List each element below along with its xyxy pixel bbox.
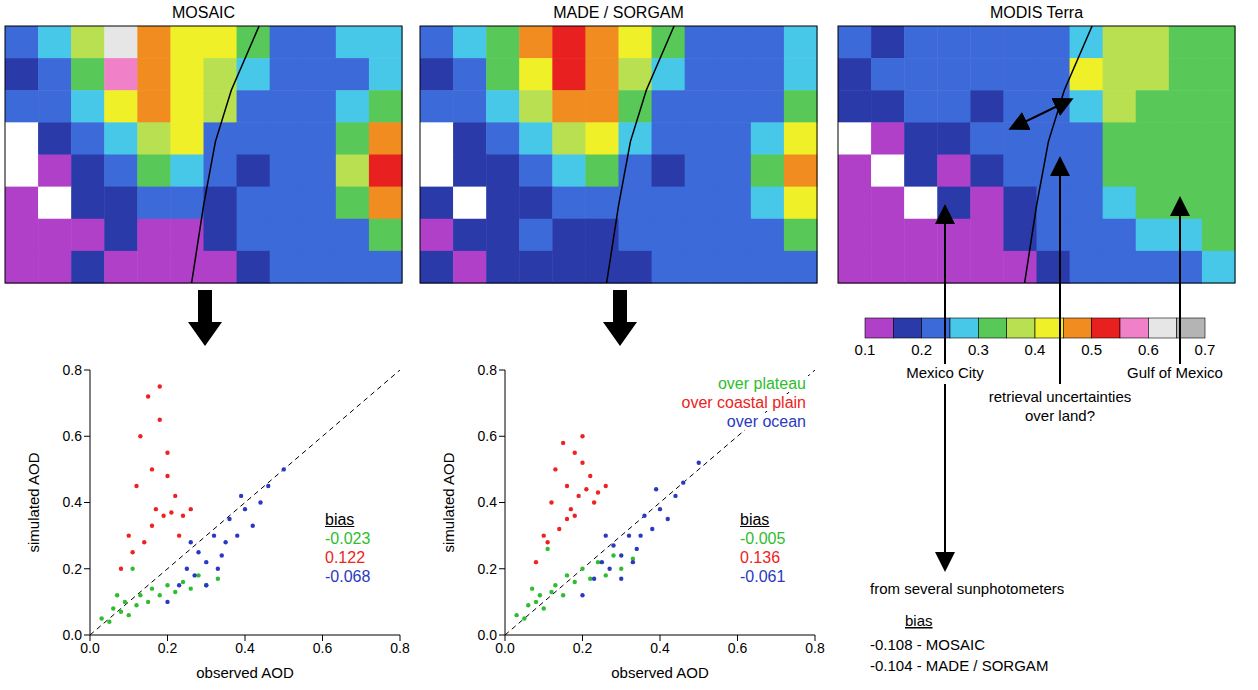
html-text:bias: bias <box>740 511 770 528</box>
svg-text:0.6: 0.6 <box>478 428 498 444</box>
svg-text:0.1: 0.1 <box>855 341 876 358</box>
svg-text:0.4: 0.4 <box>63 494 83 510</box>
svg-text:observed AOD: observed AOD <box>611 664 709 681</box>
svg-text:MODIS Terra: MODIS Terra <box>990 4 1083 21</box>
html-text:-0.068: -0.068 <box>325 568 371 585</box>
svg-text:0.0: 0.0 <box>495 640 515 656</box>
svg-text:0.6: 0.6 <box>313 640 333 656</box>
svg-text:0.6: 0.6 <box>63 428 83 444</box>
svg-text:0.8: 0.8 <box>478 362 498 378</box>
svg-text:0.2: 0.2 <box>573 640 593 656</box>
svg-text:0.4: 0.4 <box>478 494 498 510</box>
svg-text:simulated AOD: simulated AOD <box>25 452 42 552</box>
html-text:over plateau: over plateau <box>717 375 806 392</box>
html-text:-0.023: -0.023 <box>325 530 371 547</box>
svg-text:0.2: 0.2 <box>158 640 178 656</box>
html-text:0.122: 0.122 <box>325 549 365 566</box>
html-text:-0.061: -0.061 <box>740 568 786 585</box>
svg-text:MOSAIC: MOSAIC <box>172 4 235 21</box>
svg-text:over land?: over land? <box>1025 407 1095 424</box>
svg-text:0.0: 0.0 <box>80 640 100 656</box>
svg-text:0.2: 0.2 <box>478 561 498 577</box>
svg-text:MADE / SORGAM: MADE / SORGAM <box>553 4 684 21</box>
svg-text:0.3: 0.3 <box>968 341 989 358</box>
svg-text:0.4: 0.4 <box>650 640 670 656</box>
svg-text:0.0: 0.0 <box>478 627 498 643</box>
svg-text:bias: bias <box>905 612 933 629</box>
html-text:over ocean: over ocean <box>726 413 806 430</box>
svg-text:0.2: 0.2 <box>911 341 932 358</box>
svg-text:0.8: 0.8 <box>63 362 83 378</box>
svg-text:simulated AOD: simulated AOD <box>440 452 457 552</box>
svg-text:0.7: 0.7 <box>1195 341 1216 358</box>
svg-text:observed AOD: observed AOD <box>196 664 294 681</box>
svg-text:0.6: 0.6 <box>728 640 748 656</box>
html-text:-0.005: -0.005 <box>740 530 786 547</box>
svg-text:0.2: 0.2 <box>63 561 83 577</box>
svg-text:0.8: 0.8 <box>805 640 825 656</box>
svg-text:Mexico City: Mexico City <box>906 364 984 381</box>
svg-text:retrieval uncertainties: retrieval uncertainties <box>989 388 1132 405</box>
svg-text:0.4: 0.4 <box>235 640 255 656</box>
svg-text:0.6: 0.6 <box>1138 341 1159 358</box>
html-text:over coastal plain: over coastal plain <box>681 394 806 411</box>
svg-text:0.4: 0.4 <box>1025 341 1046 358</box>
svg-text:0.8: 0.8 <box>390 640 410 656</box>
html-text:bias: bias <box>325 511 355 528</box>
svg-text:0.5: 0.5 <box>1081 341 1102 358</box>
svg-text:-0.108 - MOSAIC: -0.108 - MOSAIC <box>870 636 985 653</box>
svg-text:from several sunphotometers: from several sunphotometers <box>870 580 1064 597</box>
svg-text:-0.104 - MADE / SORGAM: -0.104 - MADE / SORGAM <box>870 657 1048 674</box>
svg-text:0.0: 0.0 <box>63 627 83 643</box>
html-text:0.136: 0.136 <box>740 549 780 566</box>
svg-text:Gulf of Mexico: Gulf of Mexico <box>1127 364 1223 381</box>
